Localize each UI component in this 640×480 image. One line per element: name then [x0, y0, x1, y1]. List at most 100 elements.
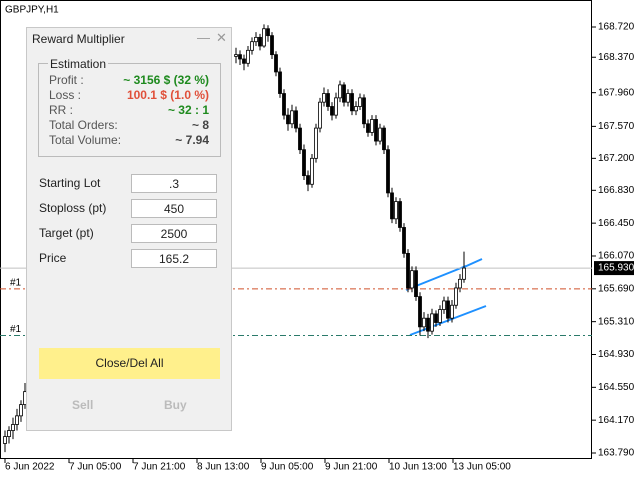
candle-body [354, 106, 358, 112]
candle-body [346, 93, 350, 103]
symbol-label: GBPJPY,H1 [5, 5, 59, 16]
row-label: Total Orders: [49, 118, 118, 132]
bid-label: 165.930 [598, 263, 635, 274]
estimation-row: Profit : ~ 3156 $ (32 %) [49, 73, 209, 87]
candle-body [246, 49, 250, 64]
candle-body [406, 252, 410, 289]
candle-body [258, 36, 262, 47]
candle-body [250, 41, 254, 51]
y-tick-label: 165.310 [598, 316, 635, 327]
candle-body [306, 175, 310, 185]
candle-body [366, 123, 370, 133]
candle-body [242, 58, 246, 64]
candle-body [402, 227, 406, 254]
input-field[interactable]: .3 [131, 174, 217, 193]
candle-body [442, 300, 446, 310]
input-label: Target (pt) [39, 226, 94, 240]
y-tick-label: 165.690 [598, 283, 635, 294]
minimize-button[interactable]: — [197, 30, 210, 45]
candle-body [410, 270, 414, 289]
x-tick-label: 9 Jun 21:00 [325, 462, 378, 473]
candle-body [450, 304, 454, 319]
row-label: Loss : [49, 88, 82, 102]
candle-body [358, 97, 362, 107]
estimation-row: Loss : 100.1 $ (1.0 %) [49, 88, 209, 102]
candle-body [11, 424, 15, 431]
candle-body [15, 415, 19, 425]
ea-panel: Reward Multiplier — ✕ Estimation Profit … [26, 27, 232, 431]
candle-body [434, 313, 438, 323]
candle-body [3, 436, 7, 444]
estimation-row: Total Volume: ~ 7.94 [49, 133, 209, 147]
chart-frame [0, 0, 592, 459]
candle-body [458, 278, 462, 289]
candle-body [430, 313, 434, 332]
candle-body [418, 296, 422, 328]
estimation-title: Estimation [48, 57, 109, 71]
input-field[interactable]: 165.2 [131, 249, 217, 268]
input-field[interactable]: 2500 [131, 224, 217, 243]
row-value: 100.1 $ (1.0 %) [126, 88, 209, 102]
candle-body [274, 54, 278, 73]
candle-body [7, 430, 11, 437]
candle-body [454, 287, 458, 306]
y-tick-label: 164.930 [598, 349, 635, 360]
candle-body [390, 192, 394, 220]
x-tick-label: 9 Jun 05:00 [261, 462, 314, 473]
y-tick-label: 167.570 [598, 121, 635, 132]
close-button[interactable]: ✕ [216, 30, 227, 45]
candle-body [322, 93, 326, 103]
row-label: Profit : [49, 73, 84, 87]
candle-body [438, 309, 442, 323]
candle-body [19, 404, 23, 417]
candle-body [330, 106, 334, 116]
order-label: #1 [10, 324, 22, 335]
x-tick-label: 8 Jun 13:00 [197, 462, 250, 473]
candle-body [290, 110, 294, 125]
x-tick-label: 6 Jun 2022 [5, 462, 55, 473]
x-tick-label: 13 Jun 05:00 [453, 462, 511, 473]
row-label: RR : [49, 103, 73, 117]
candle-body [278, 71, 282, 94]
x-tick-label: 7 Jun 21:00 [133, 462, 186, 473]
candle-body [362, 97, 366, 125]
y-tick-label: 166.070 [598, 251, 635, 262]
candle-body [238, 54, 242, 60]
order-label: #1 [10, 277, 22, 288]
candle-body [266, 28, 270, 37]
x-tick-label: 7 Jun 05:00 [69, 462, 122, 473]
candle-body [270, 35, 274, 56]
candle-body [318, 101, 322, 129]
buy-button[interactable]: Buy [164, 398, 187, 412]
candle-body [374, 119, 378, 142]
candle-body [282, 93, 286, 116]
candle-body [262, 28, 266, 47]
candle-body [386, 149, 390, 194]
candle-body [414, 270, 418, 297]
candle-body [462, 267, 466, 280]
input-field[interactable]: 450 [131, 199, 217, 218]
candle-body [334, 97, 338, 116]
candle-body [310, 157, 314, 185]
candle-body [446, 300, 450, 319]
row-value: ~ 3156 $ (32 %) [123, 73, 209, 87]
bid-tag [594, 261, 634, 276]
y-tick-label: 167.200 [598, 153, 635, 164]
y-tick-label: 168.370 [598, 52, 635, 63]
candle-body [350, 93, 354, 112]
candle-body [426, 317, 430, 332]
row-value: ~ 8 [191, 118, 209, 132]
candle-body [294, 110, 298, 129]
candle-body [302, 149, 306, 177]
sell-button[interactable]: Sell [72, 398, 94, 412]
candle-body [254, 36, 258, 43]
panel-title: Reward Multiplier [32, 32, 125, 46]
y-tick-label: 163.790 [598, 448, 635, 459]
candle-body [422, 317, 426, 328]
candle-body [382, 127, 386, 151]
row-label: Total Volume: [49, 133, 122, 147]
row-value: ~ 7.94 [175, 133, 209, 147]
close-all-button[interactable]: Close/Del All [39, 348, 220, 379]
